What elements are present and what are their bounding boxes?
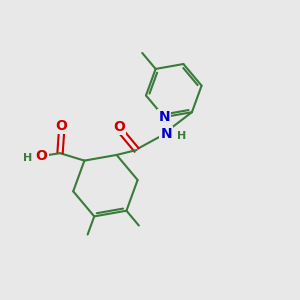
Text: H: H xyxy=(23,153,33,163)
Text: O: O xyxy=(56,119,68,133)
Text: N: N xyxy=(160,127,172,141)
Text: O: O xyxy=(36,149,47,163)
Text: N: N xyxy=(158,110,170,124)
Text: H: H xyxy=(177,131,186,141)
Text: O: O xyxy=(113,120,125,134)
